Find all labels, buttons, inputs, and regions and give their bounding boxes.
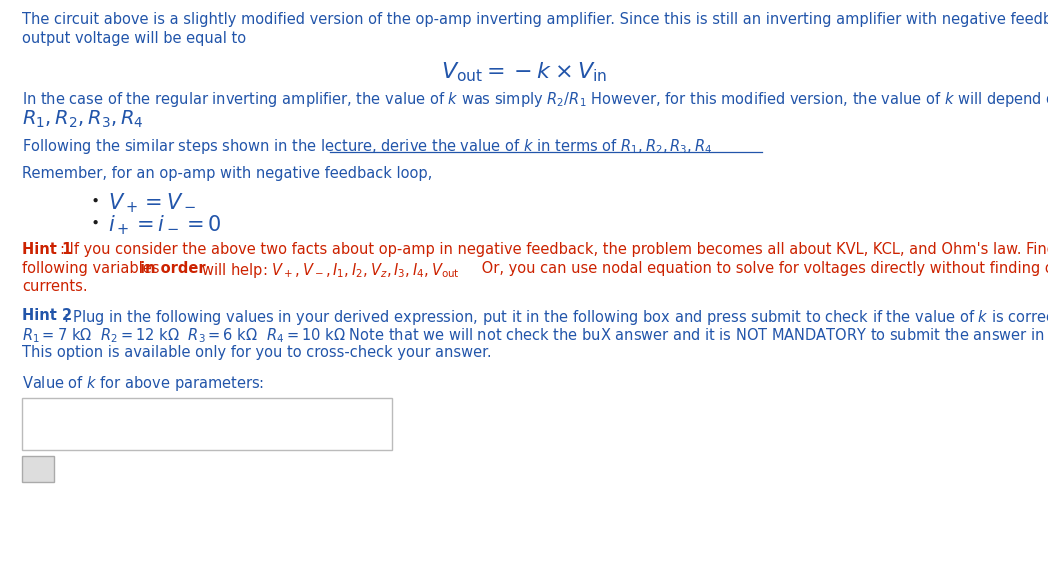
Text: $R_1 = 7\ \mathrm{k\Omega}\ \ R_2 = 12\ \mathrm{k\Omega}\ \ R_3 = 6\ \mathrm{k\O: $R_1 = 7\ \mathrm{k\Omega}\ \ R_2 = 12\ … (22, 327, 1048, 345)
Text: Value of $k$ for above parameters:: Value of $k$ for above parameters: (22, 373, 264, 393)
Bar (22, 456, 54, 482)
Text: $V_+ = V_-$: $V_+ = V_-$ (108, 192, 196, 215)
Text: $V_{\mathrm{out}} = -k \times V_{\mathrm{in}}$: $V_{\mathrm{out}} = -k \times V_{\mathrm… (441, 60, 607, 84)
Text: The circuit above is a slightly modified version of the op-amp inverting amplifi: The circuit above is a slightly modified… (22, 12, 1048, 27)
Text: : Plug in the following values in your derived expression, put it in the followi: : Plug in the following values in your d… (63, 308, 1048, 327)
Text: $\bullet$: $\bullet$ (90, 192, 99, 207)
Text: Hint 1: Hint 1 (22, 243, 72, 257)
Text: following variables: following variables (22, 261, 165, 276)
Bar (22, 398, 392, 450)
Text: Following the similar steps shown in the lecture, derive the value of $k$ in ter: Following the similar steps shown in the… (22, 137, 713, 156)
Text: currents.: currents. (22, 279, 88, 294)
Text: $i_+ = i_- = 0$: $i_+ = i_- = 0$ (108, 214, 222, 237)
Text: Or, you can use nodal equation to solve for voltages directly without finding ou: Or, you can use nodal equation to solve … (477, 261, 1048, 276)
Text: $\bullet$: $\bullet$ (90, 214, 99, 229)
Text: Hint 2: Hint 2 (22, 308, 72, 323)
Text: in order: in order (140, 261, 205, 276)
Text: $R_1, R_2, R_3, R_4$: $R_1, R_2, R_3, R_4$ (22, 108, 144, 130)
Text: will help: $V_+, V_-, I_1, I_2, V_z, I_3, I_4, V_{\mathrm{out}}$: will help: $V_+, V_-, I_1, I_2, V_z, I_3… (197, 261, 460, 280)
Text: Remember, for an op-amp with negative feedback loop,: Remember, for an op-amp with negative fe… (22, 166, 432, 181)
Text: In the case of the regular inverting amplifier, the value of $k$ was simply $R_2: In the case of the regular inverting amp… (22, 90, 1048, 109)
Text: This option is available only for you to cross-check your answer.: This option is available only for you to… (22, 345, 492, 360)
Text: : If you consider the above two facts about op-amp in negative feedback, the pro: : If you consider the above two facts ab… (60, 243, 1048, 257)
Text: output voltage will be equal to: output voltage will be equal to (22, 31, 246, 46)
